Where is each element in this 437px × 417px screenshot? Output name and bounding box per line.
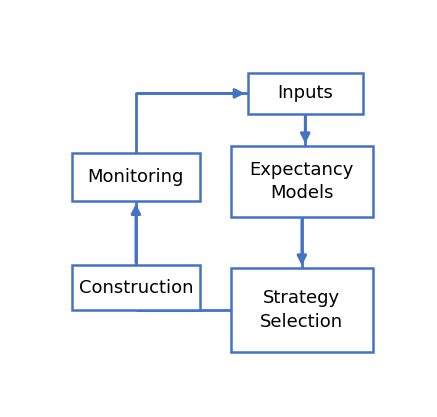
Text: Expectancy
Models: Expectancy Models [250,161,354,203]
FancyBboxPatch shape [231,269,373,352]
FancyBboxPatch shape [72,265,200,310]
FancyBboxPatch shape [248,73,363,114]
Text: Monitoring: Monitoring [88,168,184,186]
Text: Strategy
Selection: Strategy Selection [260,289,343,331]
FancyBboxPatch shape [231,146,373,217]
Text: Inputs: Inputs [277,84,333,103]
FancyBboxPatch shape [72,153,200,201]
Text: Construction: Construction [79,279,193,296]
